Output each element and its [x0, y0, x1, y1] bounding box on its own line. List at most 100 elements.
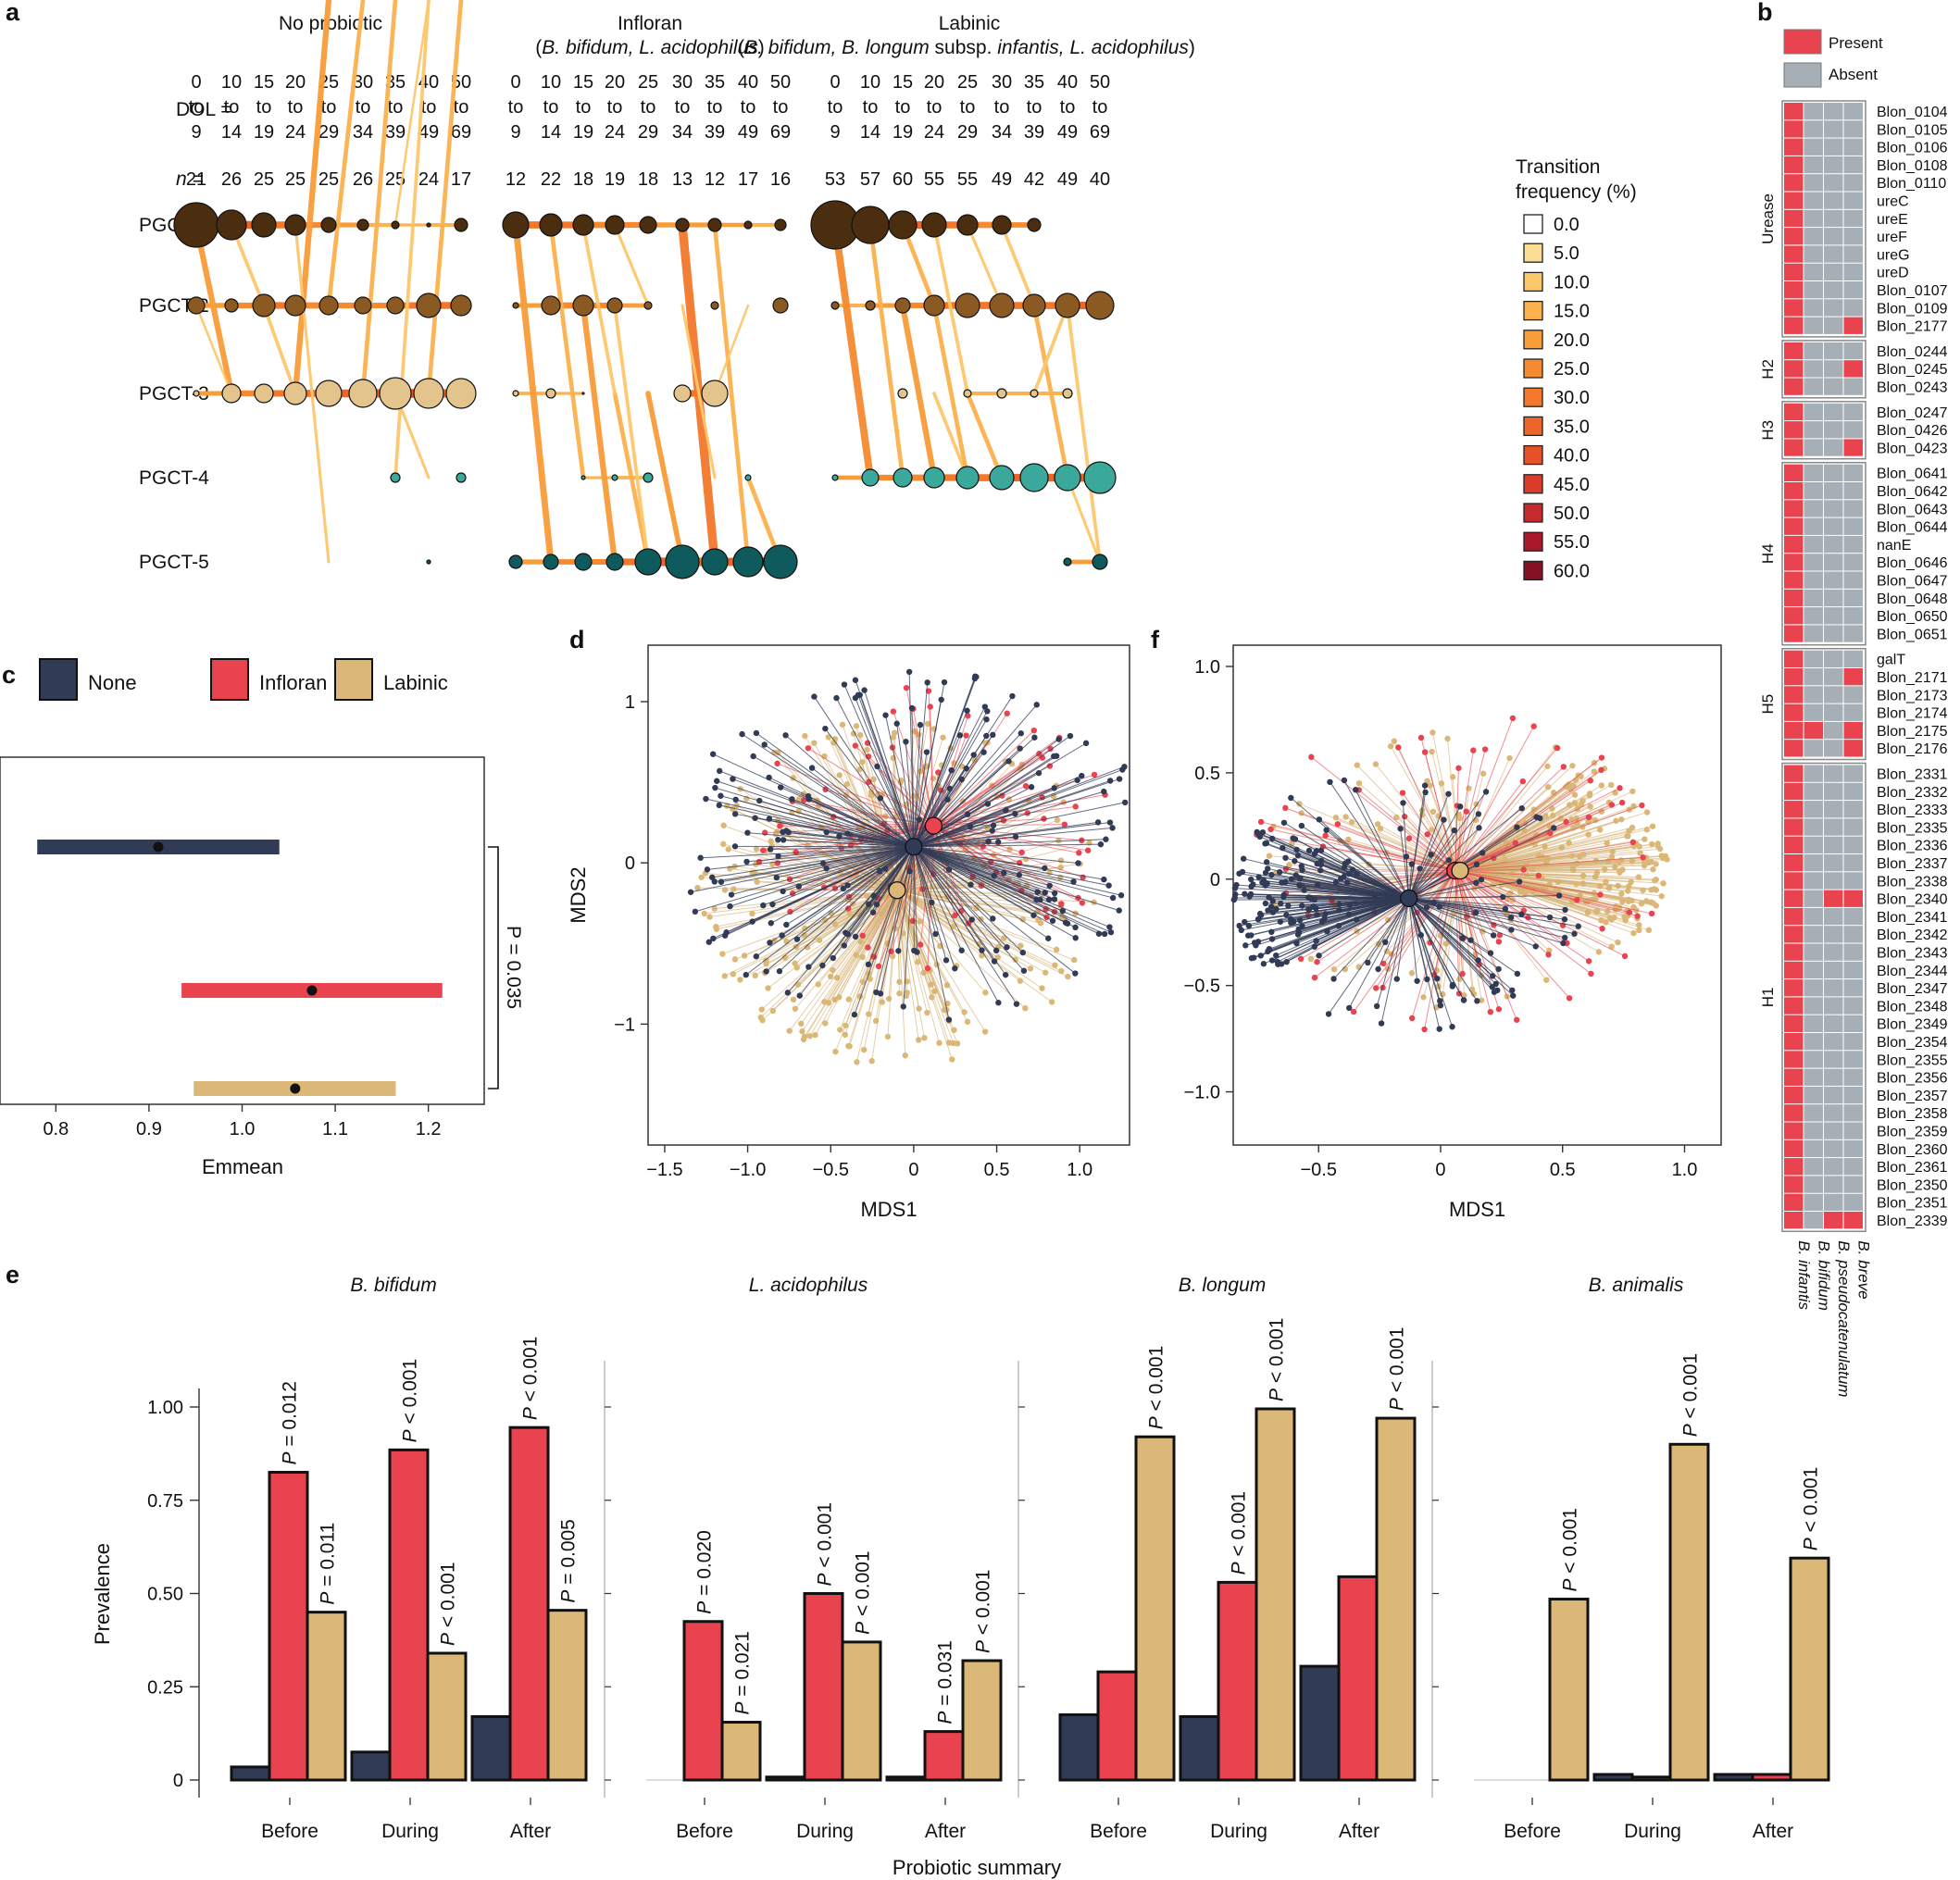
- sample-point: [1414, 977, 1420, 984]
- spoke-line: [1454, 870, 1525, 912]
- sample-point: [1555, 892, 1563, 899]
- spoke-line: [690, 846, 914, 893]
- sample-point: [1518, 911, 1525, 917]
- gene-label: ureE: [1877, 212, 1908, 228]
- spoke-line: [1459, 870, 1640, 931]
- cross-transition: [613, 223, 650, 307]
- sample-point: [1562, 906, 1568, 914]
- state-node: [643, 301, 653, 310]
- spoke-line: [1333, 898, 1410, 979]
- state-node: [893, 467, 913, 488]
- y-tick-label: 1.0: [1194, 657, 1220, 678]
- heatmap-cell: [1843, 209, 1863, 228]
- heatmap-cell: [1843, 943, 1863, 961]
- spoke-line: [1408, 814, 1479, 899]
- category-label: After: [510, 1821, 551, 1842]
- sample-point: [711, 905, 718, 912]
- spoke-line: [1454, 870, 1570, 999]
- spoke-line: [755, 732, 915, 848]
- spoke-line: [813, 696, 915, 848]
- heatmap-cell: [1804, 378, 1823, 395]
- heatmap-cell: [1824, 209, 1843, 228]
- sample-point: [825, 734, 831, 741]
- cross-transition: [931, 303, 970, 480]
- sample-point: [1569, 763, 1576, 769]
- state-node: [894, 297, 911, 314]
- spoke-line: [930, 706, 934, 827]
- heatmap-cell: [1843, 1139, 1863, 1158]
- heatmap-cell: [1784, 1176, 1804, 1193]
- sample-point: [1656, 845, 1664, 853]
- spoke-line: [747, 832, 914, 848]
- dol-from: 10: [221, 72, 242, 93]
- sample-point: [1049, 917, 1056, 924]
- x-tick-label: 1.0: [1067, 1160, 1092, 1180]
- spoke-line: [854, 846, 915, 1015]
- spoke-line: [913, 846, 1122, 896]
- heatmap-cell: [1804, 228, 1823, 245]
- spoke-line: [1408, 898, 1479, 961]
- heatmap-cell: [1824, 1122, 1843, 1139]
- state-node: [251, 212, 277, 238]
- spoke-line: [1454, 856, 1643, 872]
- dol-from: 0: [191, 72, 201, 93]
- sample-point: [1242, 918, 1248, 926]
- spoke-line: [913, 846, 997, 952]
- cross-transition: [645, 391, 685, 565]
- sample-point: [1353, 787, 1359, 793]
- heatmap-cell: [1804, 138, 1823, 156]
- sample-point: [889, 952, 896, 960]
- sample-point: [716, 767, 723, 775]
- sample-point: [1266, 947, 1273, 953]
- sample-point: [965, 713, 971, 719]
- heatmap-cell: [1824, 263, 1843, 280]
- spoke-line: [1459, 870, 1612, 948]
- sample-point: [1095, 930, 1103, 937]
- state-node: [851, 205, 890, 244]
- heatmap-cell: [1843, 1104, 1863, 1122]
- heatmap-cell: [1804, 103, 1823, 120]
- heatmap-cell: [1804, 156, 1823, 174]
- sample-point: [1479, 850, 1486, 856]
- sample-point: [708, 874, 716, 880]
- heatmap-cell: [1804, 317, 1823, 334]
- sample-point: [1257, 952, 1264, 959]
- heatmap-cell: [1824, 625, 1843, 642]
- heatmap-cell: [1784, 589, 1804, 607]
- sample-point: [1033, 702, 1040, 708]
- sample-point: [731, 811, 739, 817]
- sample-point: [1616, 859, 1622, 865]
- sample-point: [1638, 901, 1645, 907]
- state-node: [1063, 557, 1072, 566]
- sample-point: [704, 866, 711, 873]
- gene-label: Blon_0109: [1877, 301, 1948, 317]
- heatmap-cell: [1824, 482, 1843, 500]
- spoke-line: [913, 846, 963, 951]
- sample-point: [752, 815, 758, 821]
- sample-point: [924, 679, 930, 686]
- gene-label: Blon_0644: [1877, 520, 1948, 536]
- bar-infloran: [268, 1471, 309, 1782]
- cross-transition: [713, 304, 750, 395]
- spoke-line: [896, 890, 1075, 961]
- sample-point: [1459, 935, 1466, 941]
- heatmap-cell: [1824, 854, 1843, 872]
- facet-title: B. animalis: [1589, 1275, 1684, 1296]
- group-subtitle: (B. bifidum, L. acidophilus): [535, 37, 764, 58]
- state-node: [1019, 463, 1049, 492]
- sample-point: [1283, 912, 1290, 918]
- cross-transition: [193, 221, 235, 397]
- spoke-line: [826, 831, 914, 848]
- gene-label: Blon_2332: [1877, 785, 1948, 801]
- sample-point: [1042, 865, 1048, 872]
- heatmap-cell: [1843, 818, 1863, 836]
- spoke-line: [913, 846, 955, 969]
- bar-labinic: [1668, 1442, 1710, 1782]
- sample-point: [1266, 853, 1273, 859]
- spoke-line: [1325, 897, 1409, 915]
- sample-point: [971, 675, 979, 682]
- spoke-line: [1408, 898, 1493, 988]
- spoke-line: [1460, 870, 1620, 874]
- cross-transition: [194, 304, 233, 395]
